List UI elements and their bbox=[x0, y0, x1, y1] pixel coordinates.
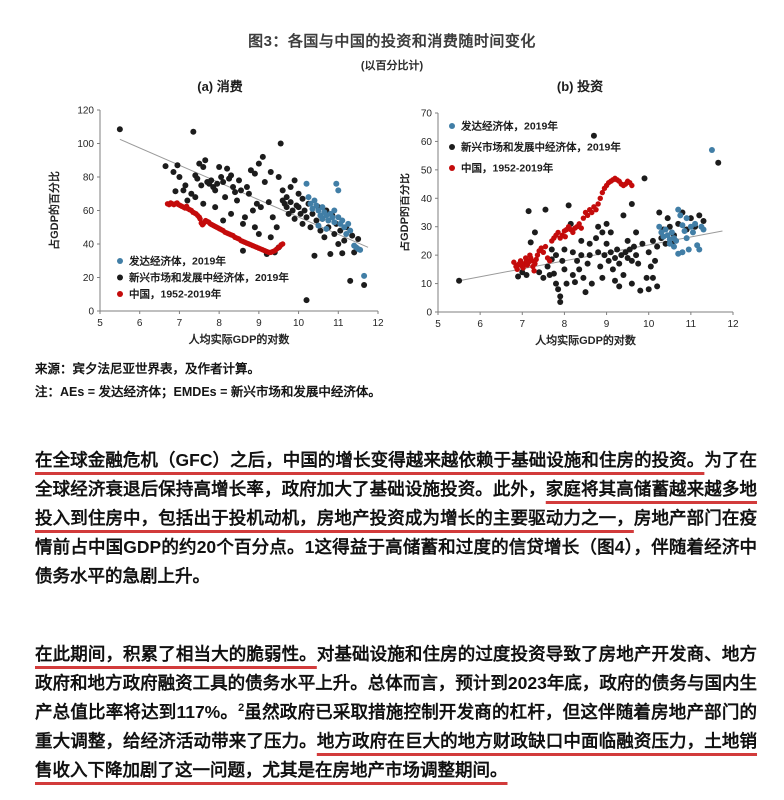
svg-text:占GDP的百分比: 占GDP的百分比 bbox=[47, 171, 61, 250]
svg-text:50: 50 bbox=[421, 165, 433, 176]
panel-a-label: (a) 消费 bbox=[197, 79, 243, 94]
svg-text:5: 5 bbox=[97, 318, 103, 329]
figure-title: 图3：各国与中国的投资和消费随时间变化 bbox=[248, 33, 536, 50]
svg-text:中国，1952-2019年: 中国，1952-2019年 bbox=[461, 162, 554, 175]
svg-text:40: 40 bbox=[421, 194, 433, 205]
body-paragraph-2: 在此期间，积累了相当大的脆弱性。对基础设施和住房的过度投资导致了房地产开发商、地… bbox=[35, 640, 757, 785]
svg-text:120: 120 bbox=[77, 106, 94, 117]
svg-text:20: 20 bbox=[83, 273, 95, 284]
svg-text:10: 10 bbox=[643, 319, 655, 330]
svg-text:中国，1952-2019年: 中国，1952-2019年 bbox=[129, 288, 222, 301]
svg-text:发达经济体，2019年: 发达经济体，2019年 bbox=[460, 120, 558, 133]
svg-text:0: 0 bbox=[426, 308, 432, 319]
underlined-text: 地方政府在巨大的地方财政缺口中面临融资压力，土地销售收入下降加剧了这一问题，尤其… bbox=[35, 731, 758, 780]
svg-text:0: 0 bbox=[88, 307, 94, 318]
svg-text:人均实际GDP的对数: 人均实际GDP的对数 bbox=[535, 333, 637, 347]
text-run: 对基础设施和住房的过度投资导致了房地产开发商、地方政府和地方政府融资工具的债务水… bbox=[35, 644, 758, 722]
underlined-text: 在此期间，积累了相当大的脆弱性。 bbox=[35, 644, 317, 664]
svg-text:40: 40 bbox=[83, 240, 95, 251]
text-run: 虽然政府已采取措施控制开发商的杠杆，但这伴随着房地产部门的重大调整，给经济活动带… bbox=[35, 702, 757, 751]
svg-text:30: 30 bbox=[421, 222, 433, 233]
figure-subtitle: (以百分比计) bbox=[360, 60, 424, 72]
text-run: 2 bbox=[238, 702, 245, 715]
source-text: 来源：宾夕法尼亚世界表，及作者计算。 bbox=[35, 362, 261, 376]
svg-text:12: 12 bbox=[372, 318, 384, 329]
svg-text:人均实际GDP的对数: 人均实际GDP的对数 bbox=[189, 332, 291, 346]
svg-text:5: 5 bbox=[435, 319, 441, 330]
investment-scatter-chart: 5 6 7 8 9 10 11 12 0 10 20 30 40 50 60 70 人均实际GDP的对数 占GDP… bbox=[400, 109, 739, 348]
svg-text:9: 9 bbox=[604, 319, 610, 330]
text-run: 为了在全球经济衰退后保持高增长率，政府加大了基础设施投资。此外， bbox=[35, 450, 758, 499]
underlined-text: 在全球金融危机（GFC）之后，中国的增长变得越来越依赖于基础设施和住房的投资。 bbox=[35, 450, 705, 470]
consumption-scatter-chart: 5 6 7 8 9 10 11 12020406080100120人均实际GDP的对数占GDP… bbox=[47, 106, 384, 347]
svg-text:占GDP的百分比: 占GDP的百分比 bbox=[400, 173, 411, 252]
svg-text:新兴市场和发展中经济体，2019年: 新兴市场和发展中经济体，2019年 bbox=[129, 271, 289, 284]
svg-text:60: 60 bbox=[83, 206, 95, 217]
svg-text:6: 6 bbox=[477, 319, 483, 330]
svg-text:7: 7 bbox=[520, 319, 526, 330]
svg-text:100: 100 bbox=[77, 139, 94, 150]
text-run: 房地产部门在疫情前占中国GDP的约20个百分点。1这得益于高储蓄和过度的信贷增长… bbox=[35, 508, 758, 586]
svg-text:60: 60 bbox=[421, 137, 433, 148]
svg-text:20: 20 bbox=[421, 251, 433, 262]
svg-text:发达经济体，2019年: 发达经济体，2019年 bbox=[128, 255, 226, 268]
svg-text:8: 8 bbox=[562, 319, 568, 330]
svg-text:10: 10 bbox=[293, 318, 305, 329]
body-paragraph-1: 在全球金融危机（GFC）之后，中国的增长变得越来越依赖于基础设施和住房的投资。为… bbox=[35, 446, 757, 591]
svg-text:11: 11 bbox=[686, 319, 697, 330]
underlined-text: 家庭将其高储蓄越来越多地投入到住房中，包括出于投机动机，房地产投资成为增长的主要… bbox=[35, 479, 758, 528]
svg-text:6: 6 bbox=[137, 318, 143, 329]
panel-b-label: (b) 投资 bbox=[556, 79, 604, 94]
svg-text:7: 7 bbox=[177, 318, 183, 329]
svg-text:12: 12 bbox=[727, 319, 739, 330]
svg-text:新兴市场和发展中经济体，2019年: 新兴市场和发展中经济体，2019年 bbox=[461, 141, 621, 154]
svg-text:8: 8 bbox=[216, 318, 222, 329]
svg-text:11: 11 bbox=[333, 318, 344, 329]
note-text: 注：AEs = 发达经济体；EMDEs = 新兴市场和发展中经济体。 bbox=[35, 385, 381, 399]
svg-text:9: 9 bbox=[256, 318, 262, 329]
svg-text:10: 10 bbox=[421, 279, 433, 290]
svg-text:70: 70 bbox=[421, 109, 433, 120]
svg-text:80: 80 bbox=[83, 173, 95, 184]
